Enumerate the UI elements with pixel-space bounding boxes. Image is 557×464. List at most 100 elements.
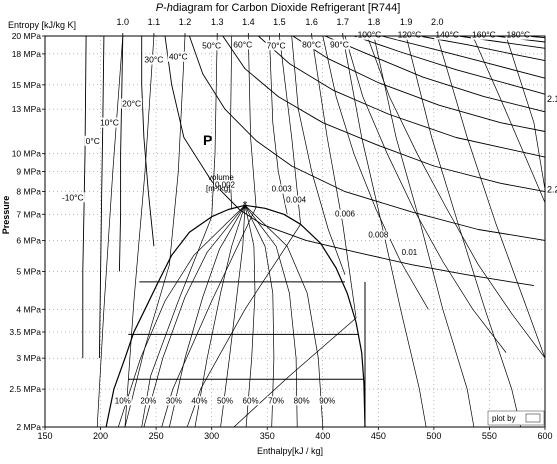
y-tick-label: 10 MPa — [12, 149, 42, 159]
entropy-top-label: 1.7 — [337, 17, 350, 27]
y-axis-label: Pressure — [1, 196, 11, 235]
isochore-label-bg — [213, 180, 237, 190]
volume-label: volume — [208, 173, 234, 182]
quality-label: 20% — [140, 396, 156, 405]
isochore-label-bg — [400, 248, 419, 258]
isotherm-label: -10°C — [62, 192, 84, 202]
isotherm-label: 80°C — [302, 39, 321, 49]
isotherm-label-bg — [84, 135, 101, 146]
isotherm-label: 20°C — [122, 99, 141, 109]
quality-label-bg — [139, 396, 158, 406]
quality-label: 40% — [191, 396, 207, 405]
entropy-right-label: 2.2 — [547, 184, 557, 194]
quality-line — [244, 205, 324, 428]
isotherm-label: 60°C — [233, 39, 252, 49]
entropy-top-label: 1.3 — [211, 17, 224, 27]
y-tick-label: 3 MPa — [16, 353, 41, 363]
isotherm-label-bg — [505, 29, 532, 40]
isochore-line — [291, 35, 346, 275]
isochore-line — [366, 35, 546, 359]
isotherm-line — [222, 35, 546, 193]
watermark-logo — [525, 413, 541, 423]
isotherm-label-bg — [60, 192, 85, 203]
isotherm-label-bg — [396, 29, 423, 40]
y-tick-label: 18 MPa — [12, 49, 42, 59]
quality-line — [244, 205, 298, 428]
entropy-line — [161, 35, 257, 428]
isotherm-label: 0°C — [86, 136, 100, 146]
isochore-line — [322, 35, 429, 310]
saturated-liquid-line — [105, 204, 246, 428]
x-tick-label: 250 — [149, 431, 164, 441]
quality-label-bg — [267, 396, 286, 406]
x-tick-label: 200 — [93, 431, 108, 441]
isotherm-label-bg — [143, 54, 165, 65]
quality-line — [220, 205, 246, 428]
x-tick-label: 600 — [537, 431, 552, 441]
isotherm-label: 120°C — [398, 30, 422, 40]
y-tick-label: 2 MPa — [16, 422, 41, 432]
isotherm-label: 70°C — [267, 40, 286, 50]
quality-label-bg — [241, 396, 260, 406]
entropy-line — [96, 35, 124, 428]
quality-label-bg — [190, 396, 209, 406]
quality-label-bg — [113, 396, 132, 406]
quality-label: 90% — [319, 396, 335, 405]
isochore-label-bg — [270, 184, 294, 194]
entropy-top-label: 1.2 — [179, 17, 192, 27]
quality-line — [194, 205, 246, 428]
entropy-line — [405, 35, 521, 428]
isochore-label-bg — [285, 195, 308, 205]
quality-label-bg — [292, 396, 311, 406]
isotherm-line — [164, 35, 534, 287]
entropy-top-label: 1.1 — [148, 17, 161, 27]
chart-title-rest: diagram for Carbon Dioxide Refrigerant [… — [173, 2, 400, 14]
y-tick-label: 8 MPa — [16, 187, 41, 197]
entropy-line — [124, 35, 186, 428]
quality-line — [117, 205, 246, 428]
y-tick-label: 3.5 MPa — [9, 327, 41, 337]
entropy-top-label: 1.4 — [242, 17, 255, 27]
entropy-top-label: 1.0 — [117, 17, 130, 27]
isochore-label-bg — [333, 209, 357, 219]
isotherm-label: 90°C — [330, 39, 349, 49]
entropy-top-label: 2.0 — [431, 17, 444, 27]
quality-line — [143, 205, 246, 428]
x-tick-label: 150 — [37, 431, 52, 441]
isotherm-label: 30°C — [144, 55, 163, 65]
top-axis-label: Entropy [kJ/kg K] — [8, 20, 76, 30]
isotherm-label-bg — [328, 39, 350, 50]
saturated-vapor-line — [244, 204, 366, 428]
entropy-line — [124, 35, 155, 428]
isotherm-line — [141, 36, 155, 247]
x-tick-label: 450 — [371, 431, 386, 441]
isotherm-label-bg — [121, 98, 143, 109]
isotherm-label: 160°C — [472, 30, 496, 40]
entropy-top-label: 1.5 — [273, 17, 286, 27]
isotherm-label-bg — [434, 29, 461, 40]
isotherm-label: 10°C — [100, 118, 119, 128]
isotherm-line — [324, 35, 546, 113]
entropy-top-label: 1.6 — [305, 17, 318, 27]
x-tick-label: 400 — [315, 431, 330, 441]
y-tick-label: 4 MPa — [16, 304, 41, 314]
ticks-layer: 150 200 250 300 350 400 450 500 550 600 2 MPa 2.5 M… — [9, 17, 552, 441]
entropy-line — [505, 35, 546, 190]
isotherm-label: 180°C — [506, 30, 530, 40]
curves-layer — [82, 35, 546, 428]
entropy-line — [472, 35, 546, 203]
region-letter: P — [203, 132, 212, 148]
y-tick-label: 7 MPa — [16, 209, 41, 219]
chart-title: P-hdiagram for Carbon Dioxide Refrigeran… — [156, 2, 401, 14]
quality-label: 30% — [166, 396, 182, 405]
isotherm-label-bg — [232, 39, 254, 50]
isotherm-label-bg — [356, 29, 383, 40]
quality-label: 70% — [268, 396, 284, 405]
critical-point-marker: * — [243, 198, 248, 212]
isotherm-line — [82, 35, 87, 359]
isochore-label: 0.006 — [335, 210, 356, 219]
isotherm-label: 100°C — [358, 30, 382, 40]
isotherm-line — [292, 35, 546, 132]
isotherm-label: 140°C — [435, 30, 459, 40]
